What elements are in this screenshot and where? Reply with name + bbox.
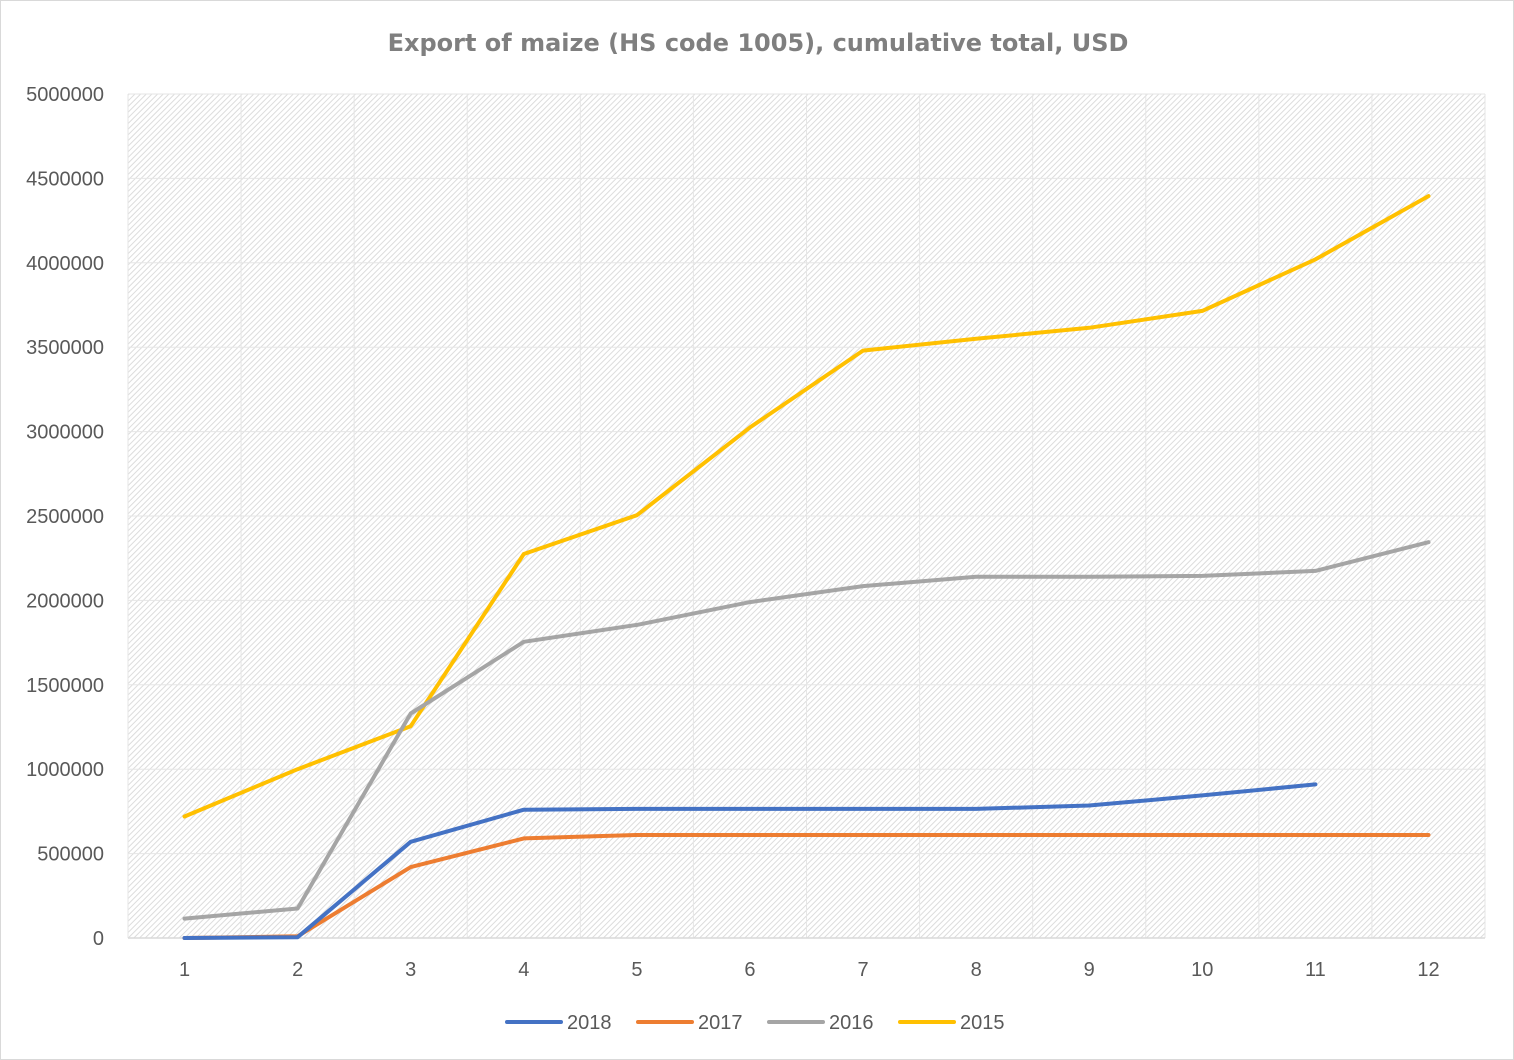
x-tick-label: 10	[1191, 959, 1213, 981]
series-line-2017	[182, 833, 1431, 940]
chart-title: Export of maize (HS code 1005), cumulati…	[388, 29, 1129, 57]
x-axis-tick-labels: 1 2 3 4 5 6 7 8 9 10 11 12	[179, 959, 1440, 981]
y-tick-label: 2000000	[26, 590, 104, 612]
legend-label-2015: 2015	[960, 1012, 1005, 1034]
x-tick-label: 12	[1417, 959, 1439, 981]
x-tick-label: 3	[405, 959, 416, 981]
legend-label-2018: 2018	[567, 1012, 612, 1034]
series-line-2016	[182, 540, 1431, 921]
y-tick-label: 4000000	[26, 253, 104, 275]
y-tick-label: 3000000	[26, 422, 104, 444]
x-tick-label: 5	[631, 959, 642, 981]
x-tick-label: 9	[1084, 959, 1095, 981]
legend-label-2017: 2017	[698, 1012, 743, 1034]
x-tick-label: 11	[1305, 959, 1326, 981]
x-tick-label: 1	[179, 959, 190, 981]
y-tick-label: 4500000	[26, 168, 104, 190]
x-tick-label: 2	[292, 959, 303, 981]
series-lines	[182, 194, 1431, 940]
y-tick-label: 3500000	[26, 337, 104, 359]
series-line-2015	[182, 194, 1431, 819]
y-tick-label: 0	[93, 928, 104, 950]
series-line-2018	[182, 782, 1318, 940]
y-tick-label: 2500000	[26, 506, 104, 528]
legend: 2018 2017 2016 2015	[505, 1012, 1005, 1034]
y-axis-tick-labels: 0 500000 1000000 1500000 2000000 2500000 30000…	[26, 84, 104, 950]
x-tick-label: 7	[857, 959, 868, 981]
x-tick-label: 6	[744, 959, 755, 981]
grid-lines	[127, 93, 1486, 939]
legend-label-2016: 2016	[829, 1012, 874, 1034]
y-tick-label: 1000000	[26, 759, 104, 781]
y-tick-label: 1500000	[26, 675, 104, 697]
x-tick-label: 8	[971, 959, 982, 981]
x-tick-label: 4	[518, 959, 529, 981]
y-tick-label: 500000	[37, 844, 104, 866]
y-tick-label: 5000000	[26, 84, 104, 106]
